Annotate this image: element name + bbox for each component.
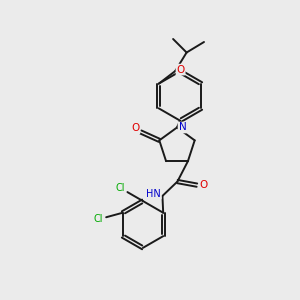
Text: O: O bbox=[176, 64, 185, 75]
Text: HN: HN bbox=[146, 188, 161, 199]
Text: Cl: Cl bbox=[94, 214, 104, 224]
Text: Cl: Cl bbox=[116, 183, 125, 194]
Text: O: O bbox=[131, 123, 140, 134]
Text: N: N bbox=[178, 122, 186, 133]
Text: O: O bbox=[200, 180, 208, 190]
